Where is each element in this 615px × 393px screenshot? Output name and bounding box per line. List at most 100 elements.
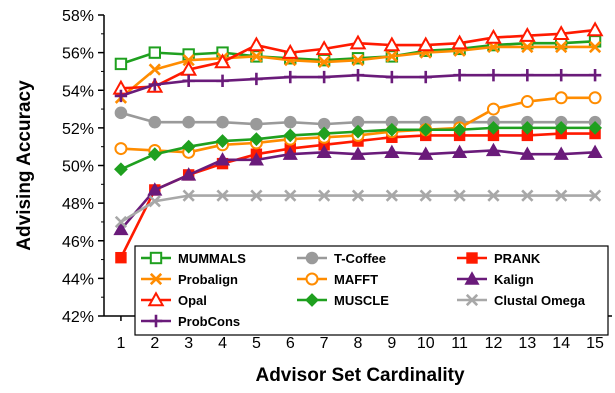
- x-tick-label: 11: [451, 335, 468, 352]
- data-point-kalign: [384, 144, 400, 159]
- data-point-clustal-omega: [555, 189, 568, 202]
- legend-entry-mummals: MUMMALS: [141, 251, 246, 266]
- data-point-probalign: [318, 55, 331, 69]
- data-point-kalign: [181, 167, 197, 181]
- data-point-kalign: [316, 144, 332, 159]
- data-point-muscle: [181, 139, 196, 154]
- data-point-probalign: [250, 50, 263, 63]
- data-point-opal: [485, 28, 502, 44]
- data-point-probalign: [555, 40, 568, 54]
- data-point-opal: [247, 36, 265, 52]
- data-point-probcons: [216, 74, 229, 88]
- data-point-kalign: [214, 152, 231, 166]
- legend-label-probalign: Probalign: [178, 272, 238, 287]
- legend-marker-mafft: [305, 272, 319, 286]
- data-point-probcons: [588, 69, 602, 82]
- data-point-kalign: [113, 221, 129, 236]
- data-point-clustal-omega: [419, 189, 432, 202]
- legend-marker-probalign: [149, 272, 163, 286]
- x-axis-title: Advisor Set Cardinality: [255, 365, 464, 386]
- data-point-clustal-omega: [351, 189, 365, 202]
- data-point-probalign: [148, 63, 161, 76]
- data-point-probalign: [521, 40, 534, 54]
- data-point-muscle: [317, 126, 332, 141]
- x-tick-label: 4: [218, 335, 227, 352]
- data-point-probalign: [182, 54, 195, 67]
- data-point-mafft: [588, 91, 602, 105]
- data-point-muscle: [554, 120, 569, 135]
- legend: MUMMALS T-Coffee PRANK Probalign MAFFT Kalign…: [134, 245, 609, 336]
- data-point-kalign: [350, 146, 366, 160]
- data-point-opal: [349, 34, 367, 50]
- data-point-muscle: [114, 162, 128, 177]
- data-point-clustal-omega: [453, 189, 466, 202]
- data-point-kalign: [553, 146, 569, 160]
- y-tick-label: 48%: [62, 196, 94, 213]
- data-point-t-coffee: [182, 115, 195, 129]
- x-tick-label: 5: [252, 335, 261, 352]
- legend-entry-probcons: ProbCons: [141, 314, 240, 329]
- legend-label-opal: Opal: [178, 293, 207, 308]
- x-tick-label: 13: [518, 335, 536, 352]
- x-tick-label: 1: [116, 335, 125, 352]
- data-point-kalign: [418, 146, 434, 160]
- data-point-muscle: [384, 122, 399, 137]
- y-tick-label: 58%: [62, 8, 94, 25]
- data-point-opal: [552, 25, 570, 41]
- legend-label-kalign: Kalign: [494, 272, 534, 287]
- data-point-probcons: [114, 89, 128, 103]
- legend-label-probcons: ProbCons: [178, 314, 240, 329]
- y-tick-label: 52%: [62, 121, 94, 138]
- x-tick-label: 2: [150, 335, 159, 352]
- data-point-kalign: [248, 152, 264, 166]
- y-axis-ticks: 42% 44% 46% 48% 50% 52% 54% 56% 58%: [62, 8, 104, 326]
- legend-marker-clustal-omega: [465, 293, 479, 307]
- x-tick-label: 15: [586, 335, 604, 352]
- legend-label-muscle: MUSCLE: [334, 293, 389, 308]
- series-clustal-omega: [114, 189, 602, 229]
- data-point-muscle: [520, 120, 535, 135]
- data-point-kalign: [519, 146, 535, 160]
- legend-entry-probalign: Probalign: [141, 272, 238, 287]
- series-muscle: [114, 120, 602, 177]
- data-point-kalign: [452, 144, 468, 159]
- series-probcons: [114, 69, 602, 103]
- data-point-clustal-omega: [216, 189, 229, 202]
- data-point-probalign: [351, 54, 365, 67]
- data-point-probcons: [521, 69, 534, 82]
- data-point-prank: [115, 251, 127, 264]
- data-point-probcons: [555, 69, 568, 82]
- legend-entry-kalign: Kalign: [457, 271, 534, 287]
- legend-marker-probcons: [149, 314, 163, 328]
- x-tick-label: 3: [184, 335, 193, 352]
- data-point-opal: [383, 36, 401, 52]
- data-point-muscle: [486, 120, 501, 135]
- y-tick-label: 46%: [62, 234, 94, 251]
- data-point-kalign: [485, 142, 502, 157]
- data-point-probcons: [487, 69, 500, 82]
- data-point-probalign: [385, 50, 398, 63]
- data-point-opal: [214, 53, 231, 69]
- data-point-opal: [281, 43, 299, 59]
- data-point-muscle: [147, 147, 162, 162]
- data-point-clustal-omega: [487, 189, 500, 202]
- data-point-clustal-omega: [250, 189, 263, 202]
- y-tick-label: 50%: [62, 159, 94, 176]
- y-axis-title: Advising Accuracy: [14, 80, 35, 251]
- x-tick-label: 10: [417, 335, 435, 352]
- data-point-t-coffee: [250, 117, 263, 131]
- data-point-kalign: [147, 182, 163, 196]
- y-tick-label: 54%: [62, 83, 94, 100]
- series-layer: [112, 21, 604, 264]
- legend-label-prank: PRANK: [494, 251, 541, 266]
- data-point-probcons: [148, 78, 161, 91]
- data-point-mummals: [148, 46, 162, 59]
- data-point-probalign: [588, 40, 602, 54]
- data-point-kalign: [282, 146, 298, 160]
- legend-entry-mafft: MAFFT: [297, 272, 378, 287]
- data-point-clustal-omega: [521, 189, 534, 202]
- y-tick-label: 56%: [62, 46, 94, 63]
- legend-marker-prank: [466, 252, 478, 264]
- data-point-mummals: [114, 57, 128, 71]
